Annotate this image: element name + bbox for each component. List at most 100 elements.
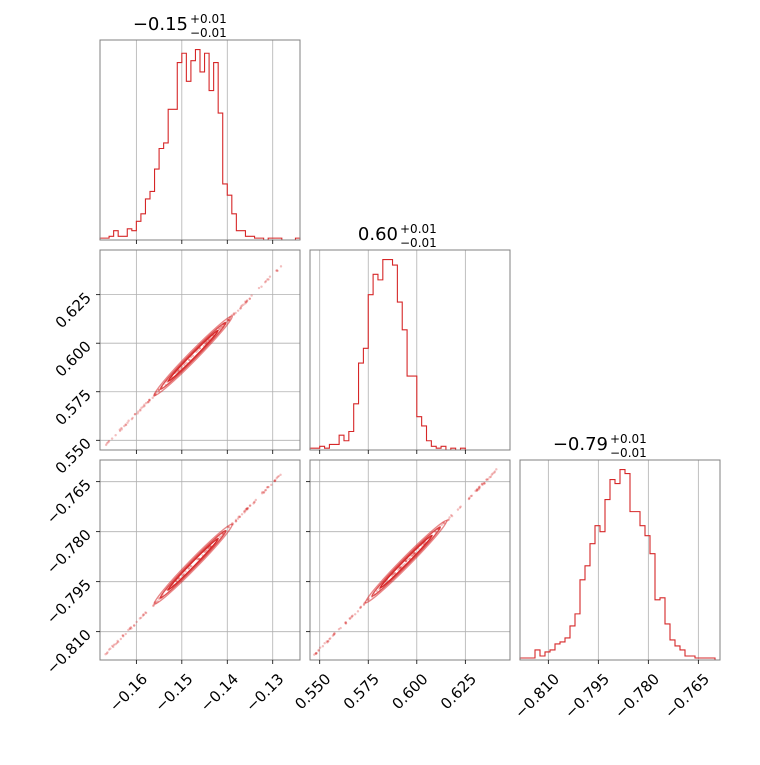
- scatter-point: [107, 441, 110, 444]
- scatter-point: [273, 479, 277, 483]
- scatter-point: [130, 417, 134, 421]
- axes-frame: [99, 39, 301, 241]
- contour-level-2: [159, 529, 227, 599]
- axes-frame: [309, 459, 511, 661]
- scatter-point: [483, 482, 486, 485]
- hist-title-minus-error: −0.01: [610, 446, 647, 460]
- scatter-point: [155, 600, 158, 604]
- scatter-point: [236, 309, 240, 312]
- scatter-point: [321, 645, 325, 648]
- scatter-point: [142, 613, 145, 616]
- panel-p4: 0.550 0.575 0.600 0.625: [291, 459, 511, 713]
- scatter-point: [252, 502, 255, 505]
- scatter-point: [141, 614, 145, 617]
- scatter-point: [314, 651, 318, 655]
- scatter-point: [317, 648, 320, 652]
- scatter-point: [337, 628, 341, 631]
- scatter-point: [397, 568, 400, 572]
- scatter-point: [249, 504, 252, 507]
- scatter-point: [359, 606, 362, 610]
- x-tick-label: −0.810: [511, 670, 563, 722]
- scatter-point: [157, 388, 161, 392]
- scatter-point: [119, 637, 123, 641]
- scatter-point: [238, 307, 242, 310]
- scatter-point: [458, 506, 462, 509]
- scatter-point: [227, 318, 230, 321]
- hist-title-plus-error: +0.01: [190, 12, 227, 26]
- scatter-point: [157, 389, 160, 392]
- scatter-point: [142, 405, 145, 408]
- panel-p2: −0.16 −0.15 −0.14 −0.13 −0.810−0.795−0.780−0…: [43, 459, 301, 715]
- x-tick-label: 0.600: [388, 670, 431, 713]
- scatter-point: [118, 429, 122, 433]
- scatter-point: [142, 613, 146, 616]
- scatter-point: [333, 632, 336, 635]
- scatter-point: [128, 627, 132, 630]
- scatter-point: [139, 616, 143, 619]
- scatter-point: [325, 640, 328, 643]
- scatter-point: [127, 628, 130, 632]
- hist-title-minus-error: −0.01: [190, 26, 227, 40]
- scatter-point: [244, 301, 248, 304]
- scatter-point: [268, 275, 272, 278]
- scatter-point: [139, 409, 142, 412]
- scatter-point: [122, 635, 125, 638]
- scatter-point: [367, 598, 370, 601]
- scatter-point: [411, 553, 414, 556]
- scatter-point: [232, 313, 235, 316]
- scatter-point: [264, 281, 267, 284]
- scatter-point: [264, 488, 268, 492]
- scatter-point: [495, 468, 498, 471]
- hist-title-plus-error: +0.01: [610, 432, 647, 446]
- scatter-point: [476, 487, 479, 491]
- scatter-point: [190, 565, 193, 568]
- scatter-point: [362, 602, 366, 606]
- scatter-point: [344, 622, 347, 625]
- y-tick-label: 0.600: [52, 337, 95, 380]
- scatter-point: [253, 501, 256, 504]
- hist-title-minus-error: −0.01: [400, 236, 437, 250]
- scatter-point: [121, 634, 124, 637]
- scatter-point: [139, 408, 142, 411]
- scatter-point: [187, 567, 190, 570]
- scatter-point: [398, 566, 402, 570]
- scatter-points: [313, 468, 498, 656]
- scatter-point: [339, 626, 342, 630]
- scatter-point: [246, 507, 249, 510]
- scatter-point: [245, 507, 249, 511]
- scatter-point: [118, 428, 122, 431]
- y-tick-label: −0.780: [43, 526, 95, 578]
- scatter-point: [244, 300, 247, 303]
- hist-title-value: 0.60: [358, 224, 398, 245]
- scatter-point: [246, 508, 249, 511]
- histogram-step: [309, 258, 466, 451]
- x-tick-label: −0.780: [611, 670, 663, 722]
- scatter-point: [245, 507, 249, 510]
- axes-frame: [309, 249, 511, 451]
- y-tick-label: −0.795: [43, 576, 95, 628]
- hist-title-plus-error: +0.01: [400, 222, 437, 236]
- scatter-point: [133, 413, 137, 416]
- scatter-point: [238, 515, 242, 518]
- scatter-point: [244, 302, 247, 305]
- scatter-point: [317, 649, 320, 652]
- scatter-point: [124, 632, 127, 636]
- scatter-point: [489, 475, 493, 478]
- panel-p5: −0.79 +0.01−0.01 −0.810−0.795−0.780−0.765: [511, 432, 721, 722]
- scatter-point: [112, 645, 115, 649]
- scatter-point: [115, 641, 119, 645]
- scatter-point: [450, 513, 453, 517]
- scatter-point: [265, 486, 269, 489]
- scatter-point: [478, 486, 481, 490]
- scatter-point: [275, 269, 278, 272]
- scatter-point: [348, 617, 352, 620]
- scatter-point: [248, 297, 251, 300]
- scatter-point: [180, 366, 183, 370]
- scatter-point: [111, 644, 114, 648]
- panel-p0: −0.15 +0.01−0.01: [99, 12, 301, 244]
- scatter-point: [144, 611, 147, 614]
- scatter-point: [239, 306, 243, 310]
- scatter-point: [448, 516, 451, 519]
- scatter-point: [248, 504, 252, 507]
- scatter-point: [126, 421, 129, 424]
